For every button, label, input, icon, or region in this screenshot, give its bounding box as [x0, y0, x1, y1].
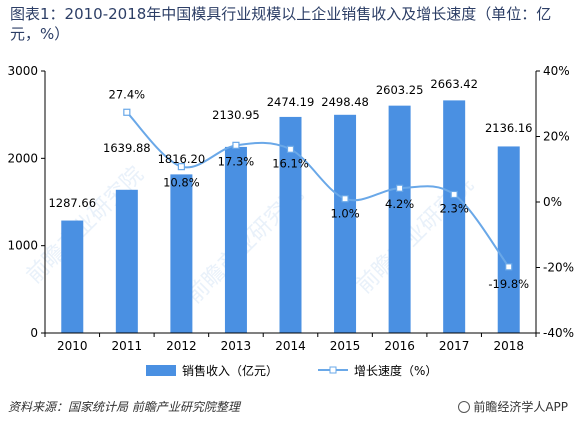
bar-value-label: 1639.88 — [103, 141, 151, 155]
x-tick-label: 2017 — [439, 339, 470, 353]
legend-swatch-marker — [329, 366, 337, 374]
bar-value-label: 2498.48 — [321, 95, 369, 109]
growth-value-label: 10.8% — [163, 176, 200, 190]
axes: 0 1000 2000 3000 -40% -20% 0% 20% 40% 2010 2011 201… — [7, 64, 574, 353]
legend: 销售收入（亿元） 增长速度（%） — [146, 363, 437, 378]
y-left-tick-label: 3000 — [7, 64, 38, 78]
growth-point-marker — [286, 145, 295, 153]
y-right-tick-label: -20% — [543, 261, 574, 275]
chart-title: 图表1：2010-2018年中国模具行业规模以上企业销售收入及增长速度（单位：亿… — [10, 5, 552, 43]
brand-label: 前瞻经济学人APP — [473, 400, 568, 414]
x-tick-label: 2011 — [112, 339, 143, 353]
y-right-tick-label: 20% — [543, 130, 570, 144]
y-left-tick-label: 1000 — [7, 239, 38, 253]
x-tick-label: 2015 — [330, 339, 361, 353]
bar-value-label: 1287.66 — [48, 196, 96, 210]
growth-point-marker — [177, 163, 185, 171]
x-tick-label: 2010 — [57, 339, 88, 353]
growth-point-marker — [123, 108, 131, 116]
x-tick-label: 2014 — [275, 339, 306, 353]
bar — [388, 105, 411, 333]
bar — [224, 146, 247, 333]
bar-value-label: 2130.95 — [212, 108, 260, 122]
bar-value-label: 2474.19 — [267, 95, 315, 109]
bar-value-label: 2603.25 — [376, 83, 424, 97]
growth-value-label: 27.4% — [109, 87, 146, 101]
brand-logo-icon — [458, 401, 471, 413]
bar-value-label: 2663.42 — [430, 77, 478, 91]
bar — [61, 220, 84, 333]
y-left-tick-label: 0 — [30, 326, 38, 340]
legend-label-bar: 销售收入（亿元） — [182, 363, 278, 378]
growth-point-marker — [450, 190, 458, 199]
bar — [334, 114, 357, 334]
data-labels: 1287.66 1639.88 1816.20 2130.95 2474.19 2498.… — [48, 77, 532, 291]
growth-value-label: 16.1% — [272, 156, 309, 170]
growth-point-marker — [232, 141, 240, 149]
bar — [497, 146, 520, 333]
bar-series — [61, 100, 520, 334]
source-note: 资料来源：国家统计局 前瞻产业研究院整理 — [8, 400, 240, 414]
bar — [170, 174, 193, 333]
bar-value-label: 2136.16 — [485, 121, 533, 135]
growth-point-marker — [505, 263, 513, 271]
x-tick-label: 2012 — [166, 339, 197, 353]
bar — [115, 189, 138, 333]
legend-label-line: 增长速度（%） — [354, 363, 437, 378]
y-left-tick-label: 2000 — [7, 151, 38, 165]
y-right-tick-label: -40% — [543, 326, 574, 340]
bar — [279, 116, 302, 333]
growth-value-label: 2.3% — [440, 201, 469, 215]
x-tick-label: 2013 — [221, 339, 252, 353]
growth-value-label: 1.0% — [330, 207, 359, 221]
growth-point-marker — [396, 184, 404, 192]
x-tick-label: 2018 — [493, 339, 524, 353]
y-right-tick-label: 0% — [543, 195, 562, 209]
bar-value-label: 1816.20 — [158, 152, 206, 166]
growth-value-label: -19.8% — [488, 277, 529, 291]
y-right-tick-label: 40% — [543, 64, 570, 78]
legend-swatch-bar — [146, 365, 176, 376]
bar — [443, 100, 466, 333]
line-series — [123, 108, 513, 271]
growth-point-marker — [341, 195, 349, 203]
growth-value-label: 17.3% — [218, 154, 255, 168]
x-tick-label: 2016 — [384, 339, 415, 353]
brand-credit: 前瞻经济学人APP — [458, 398, 568, 415]
growth-value-label: 4.2% — [385, 197, 414, 211]
